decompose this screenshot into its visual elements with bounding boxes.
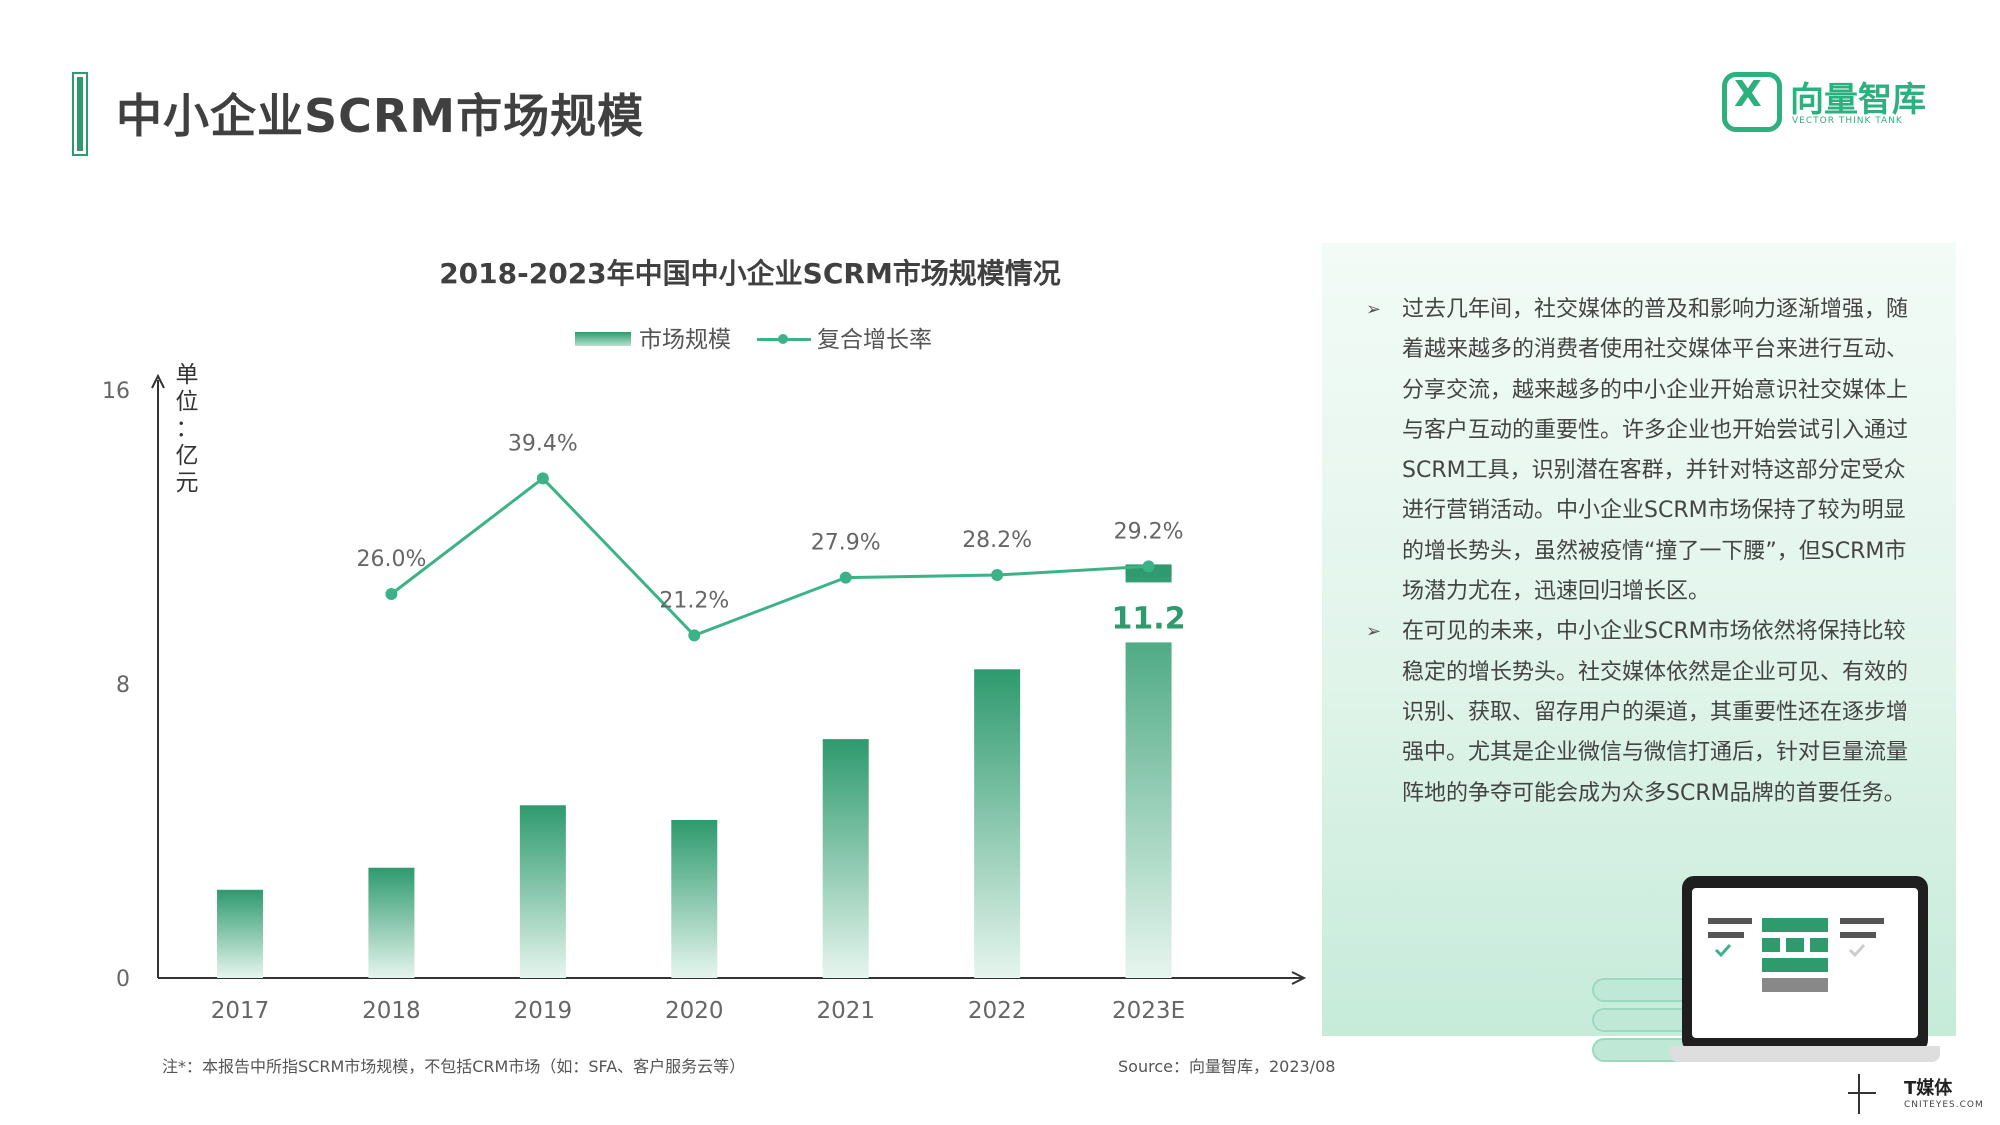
legend-line-label: 复合增长率 bbox=[817, 327, 932, 353]
arrow-bullet-icon: ➢ bbox=[1366, 621, 1382, 643]
logo-x-letter: X bbox=[1734, 74, 1762, 115]
y-tick-label: 8 bbox=[116, 673, 130, 698]
bar bbox=[217, 889, 263, 978]
bar-data-label: 11.2 bbox=[1112, 601, 1186, 636]
growth-rate-label: 26.0% bbox=[356, 547, 426, 572]
growth-rate-point bbox=[1142, 560, 1155, 573]
tmedia-watermark: T媒体 CNITEYES.COM bbox=[1848, 1072, 1998, 1120]
bar bbox=[974, 669, 1021, 978]
y-axis-unit-char: 元 bbox=[175, 470, 199, 496]
y-tick-label: 16 bbox=[102, 379, 130, 404]
laptop-illustration bbox=[1592, 870, 1952, 1070]
bar bbox=[368, 867, 415, 978]
x-tick-label: 2019 bbox=[514, 998, 573, 1024]
growth-rate-label: 27.9% bbox=[811, 531, 881, 556]
bar-label-bg bbox=[1119, 582, 1178, 643]
logo-name-en: VECTOR THINK TANK bbox=[1792, 116, 1903, 126]
legend-bar-label: 市场规模 bbox=[639, 327, 731, 353]
tmedia-logo-icon bbox=[1848, 1074, 1890, 1114]
tmedia-name: T媒体 bbox=[1904, 1078, 1953, 1099]
growth-rate-point bbox=[688, 629, 701, 642]
growth-rate-point bbox=[839, 571, 852, 584]
title-accent-bar bbox=[72, 72, 88, 156]
legend-line-dot bbox=[778, 334, 788, 344]
bar bbox=[671, 819, 718, 978]
y-axis-unit-char: ： bbox=[175, 416, 199, 442]
insight-bullet: ➢ 在可见的未来，中小企业SCRM市场依然将保持比较稳定的增长势头。社交媒体依然… bbox=[1362, 612, 1922, 813]
growth-rate-label: 28.2% bbox=[962, 528, 1032, 553]
x-tick-label: 2017 bbox=[211, 998, 270, 1024]
y-tick-label: 0 bbox=[116, 967, 130, 992]
x-tick-label: 2022 bbox=[968, 998, 1027, 1024]
x-axis-arrow-icon bbox=[1291, 971, 1307, 985]
insight-bullets: ➢ 过去几年间，社交媒体的普及和影响力逐渐增强，随着越来越多的消费者使用社交媒体… bbox=[1362, 290, 1922, 814]
growth-rate-point bbox=[991, 569, 1004, 582]
market-size-chart: 0 8 16 2017 2018 2019 2020 2021 2022 2023E 11.2 2… bbox=[102, 373, 1307, 1024]
y-axis-unit-char: 亿 bbox=[175, 443, 199, 469]
x-tick-label: 2020 bbox=[665, 998, 724, 1024]
page-title: 中小企业SCRM市场规模 bbox=[116, 89, 645, 143]
laptop-base bbox=[1670, 1046, 1940, 1062]
y-axis-unit-label: 单位：亿元 bbox=[172, 362, 202, 497]
growth-rate-point bbox=[536, 472, 549, 485]
chart-footnote: 注*：本报告中所指SCRM市场规模，不包括CRM市场（如：SFA、客户服务云等） bbox=[162, 1057, 746, 1076]
logo-mark-box bbox=[1722, 72, 1782, 132]
laptop-screen-icon bbox=[1682, 876, 1928, 1052]
vector-think-tank-logo: X 向量智库 VECTOR THINK TANK bbox=[1722, 70, 1926, 140]
insight-bullet: ➢ 过去几年间，社交媒体的普及和影响力逐渐增强，随着越来越多的消费者使用社交媒体… bbox=[1362, 290, 1922, 612]
growth-rate-point bbox=[385, 588, 398, 600]
tmedia-domain: CNITEYES.COM bbox=[1904, 1100, 1984, 1110]
growth-rate-label: 39.4% bbox=[508, 431, 578, 456]
chart-title: 2018-2023年中国中小企业SCRM市场规模情况 bbox=[439, 257, 1061, 290]
growth-rate-line bbox=[390, 476, 1149, 638]
insight-bullet-text: 过去几年间，社交媒体的普及和影响力逐渐增强，随着越来越多的消费者使用社交媒体平台… bbox=[1402, 297, 1909, 605]
y-axis-unit-char: 单 bbox=[175, 362, 199, 388]
bar bbox=[519, 805, 566, 978]
x-tick-label: 2023E bbox=[1112, 998, 1185, 1024]
legend-bar-swatch bbox=[575, 332, 631, 346]
growth-rate-label: 21.2% bbox=[659, 588, 729, 613]
chart-source: Source：向量智库，2023/08 bbox=[1118, 1057, 1336, 1076]
growth-rate-label: 29.2% bbox=[1114, 519, 1184, 544]
x-tick-label: 2018 bbox=[362, 998, 421, 1024]
y-axis-unit-char: 位 bbox=[175, 389, 199, 415]
logo-name-cn: 向量智库 bbox=[1790, 80, 1926, 120]
bar bbox=[822, 739, 869, 978]
insight-bullet-text: 在可见的未来，中小企业SCRM市场依然将保持比较稳定的增长势头。社交媒体依然是企… bbox=[1402, 619, 1909, 806]
x-tick-label: 2021 bbox=[816, 998, 875, 1024]
y-axis-arrow-icon bbox=[151, 373, 165, 389]
arrow-bullet-icon: ➢ bbox=[1366, 299, 1382, 320]
